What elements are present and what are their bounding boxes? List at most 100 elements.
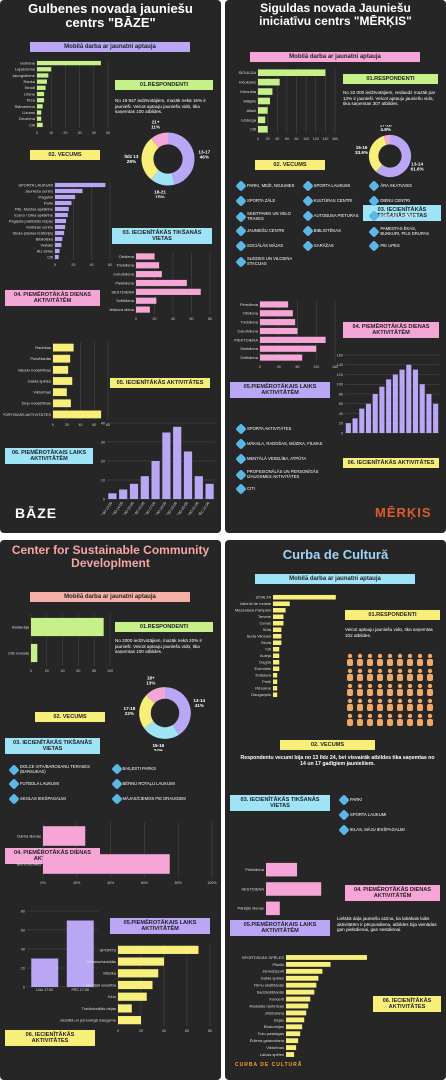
x-tick-label: 160 (332, 365, 338, 369)
category-label: Pikniki (272, 962, 284, 967)
bar (273, 620, 284, 626)
y-tick-label: 40 (101, 421, 105, 425)
chart: 0% 20% 40% 60% 80% 100% Darba dienas BRĪVDIENAS (17, 822, 217, 885)
person-icon (347, 668, 353, 674)
icon (235, 468, 247, 481)
icon (235, 438, 247, 450)
chart: SPORTISKĀS SPĒLES Pikniki Ziemeļsporti Gald… (242, 955, 367, 1057)
list-text: SPORTA ZĀLE (247, 197, 276, 203)
person-icon (377, 683, 383, 689)
category-label: Dagda (259, 660, 272, 665)
person-icon (347, 689, 353, 696)
bar (266, 862, 298, 877)
person-icon (427, 719, 433, 726)
section-label: 01.RESPONDENTI (115, 80, 213, 91)
subtitle: Mobilā darba ar jaunatni aptauja (255, 574, 415, 584)
bar (419, 384, 425, 433)
segment-label: 18+ (147, 675, 155, 680)
category-label: Koncerti (269, 996, 284, 1001)
person-icon (357, 668, 363, 674)
bar (183, 451, 193, 499)
x-tick-label: 60 (185, 1029, 189, 1033)
person-icon (427, 689, 433, 696)
person-icon (397, 674, 403, 681)
category-label: Rēzekne (255, 686, 272, 691)
x-tick-label: 100 (303, 137, 309, 141)
category-label: BRĪVDIENAS (17, 861, 42, 866)
icon (301, 225, 314, 237)
segment-label: 15-16 (152, 743, 164, 748)
person-icon (357, 698, 363, 704)
bar (258, 116, 266, 124)
person-icon (397, 689, 403, 696)
list-item: BIBLIOTĒKAS (301, 225, 369, 237)
section-label: 03. IECIENĪTĀKĀS TIKŠANĀS VIETAS (230, 795, 330, 812)
logo: BĀZE (15, 505, 58, 521)
segment-label: 17-18 (380, 125, 392, 127)
logo: MĒRĶIS (375, 505, 432, 520)
chart: 0 10 20 30 40 50 Gulbene LejasciemsJaungulbeneR… (12, 60, 110, 135)
category-label: Jauniešu centrs (25, 188, 53, 193)
category-label: Allaži (246, 108, 256, 113)
icon (235, 483, 247, 495)
person-icon (387, 719, 393, 726)
icon (8, 793, 20, 805)
category-label: Bolderāja (12, 624, 30, 629)
icon (338, 794, 350, 806)
section-label: 02. VECUMS (30, 150, 100, 161)
category-label: Skola (skolas teritorija) (13, 230, 54, 235)
section-label: 05.PIEMĒROTĀKAIS LAIKS AKTIVITĀTĒM (230, 382, 330, 399)
donut-segment (144, 721, 179, 739)
person-icon (417, 704, 423, 711)
category-label: Pārējās dienas (238, 906, 264, 911)
panel: Curba de Cultură Mobilā darba ar jaunatni… (225, 540, 446, 1080)
bar (55, 182, 106, 188)
person-icon (387, 683, 393, 689)
bar (136, 297, 157, 304)
category-label: Stāmeriena (15, 104, 36, 109)
section-label: 02. VECUMS (35, 712, 105, 723)
note: Respondentu vecumi bija no 13 līdz 24, b… (240, 755, 435, 768)
x-tick-label: 40 (61, 669, 65, 673)
bar (136, 288, 201, 295)
category-label: Radošas (35, 345, 51, 350)
bar (53, 365, 69, 374)
donut-segment (146, 687, 165, 704)
x-tick-label: 20% (73, 881, 81, 885)
bar (286, 1017, 305, 1023)
category-label: Valenči de muiste (240, 601, 272, 606)
bar (55, 224, 66, 230)
person-icon (417, 659, 423, 666)
list-text: SOCIĀLĀS MĀJAS (247, 242, 284, 248)
list-text: JAUNIEŠU CENTRI (247, 227, 285, 233)
x-tick-label: 10 (49, 131, 53, 135)
bar (260, 345, 317, 352)
category-label: Tervete (258, 614, 272, 619)
segment-label: 21+ (152, 120, 160, 125)
category-label: Litene (24, 91, 36, 96)
x-tick-label: 60 (285, 137, 289, 141)
bar (260, 310, 293, 317)
category-label: Ranka (23, 79, 35, 84)
person-icon (417, 674, 423, 681)
list-item: SPORTA AKTIVITĀTES (235, 423, 340, 435)
x-tick-label: 40 (277, 365, 281, 369)
person-icon (387, 689, 393, 696)
segment-value: 46% (200, 154, 209, 159)
category-label: Ezerniekі (255, 666, 272, 671)
segment-value: 15% (155, 195, 164, 198)
donut-segment (168, 132, 195, 185)
donut-segment (151, 170, 175, 186)
donut-segment (151, 132, 168, 148)
list-text: DOLCE VITA/BAROSANU TERASES (BARSUKAS) (20, 764, 90, 774)
bar (258, 69, 326, 77)
list-item: MĀJAS/CIEMOS PIE DRAUGIEM (110, 793, 214, 805)
bar (37, 73, 49, 78)
bar (140, 476, 149, 499)
category-label: Auleja (260, 653, 272, 658)
person-icon (367, 653, 373, 659)
category-label: Krimulda (240, 89, 257, 94)
chart: 0 20 40 60 80 Otrdiena Trešdiena Ceturtdiena Pie… (109, 252, 212, 321)
category-label: Otrdiena (119, 254, 135, 259)
donut-segment (139, 695, 155, 729)
